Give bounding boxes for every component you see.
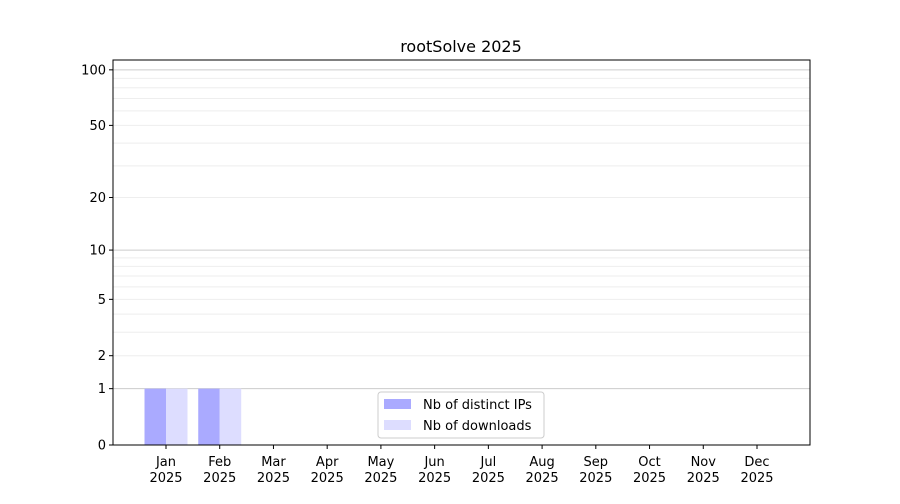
x-tick-label: Jul 2025 (472, 455, 505, 486)
y-tick-label: 10 (89, 244, 106, 259)
x-tick-label: Sep 2025 (579, 455, 612, 486)
bar-distinct-ips (198, 388, 220, 445)
x-tick-label: Jan 2025 (149, 455, 182, 486)
y-tick-label: 5 (98, 293, 106, 308)
bar-downloads (219, 388, 242, 445)
x-tick-label: Aug 2025 (526, 455, 559, 486)
x-tick-label: May 2025 (364, 455, 397, 486)
x-tick-label: Dec 2025 (740, 455, 773, 486)
plot-frame (112, 59, 811, 446)
legend-swatch (384, 420, 411, 430)
y-tick-label: 20 (89, 191, 106, 206)
x-tick-label: Apr 2025 (311, 455, 344, 486)
x-tick-label: Nov 2025 (687, 455, 720, 486)
legend-label: Nb of distinct IPs (423, 398, 532, 413)
x-tick-label: Mar 2025 (257, 455, 290, 486)
legend-label: Nb of downloads (423, 419, 532, 434)
legend-box (377, 391, 545, 439)
y-tick-label: 0 (98, 439, 106, 454)
bar-distinct-ips (144, 388, 166, 445)
x-tick-label: Oct 2025 (633, 455, 666, 486)
legend-swatch (384, 399, 411, 409)
y-tick-label: 1 (98, 382, 106, 397)
y-tick-label: 2 (98, 349, 106, 364)
y-tick-label: 100 (81, 63, 106, 78)
x-tick-label: Jun 2025 (418, 455, 451, 486)
x-tick-label: Feb 2025 (203, 455, 236, 486)
bar-downloads (166, 388, 188, 445)
y-tick-label: 50 (89, 119, 106, 134)
chart-title: rootSolve 2025 (400, 37, 522, 56)
